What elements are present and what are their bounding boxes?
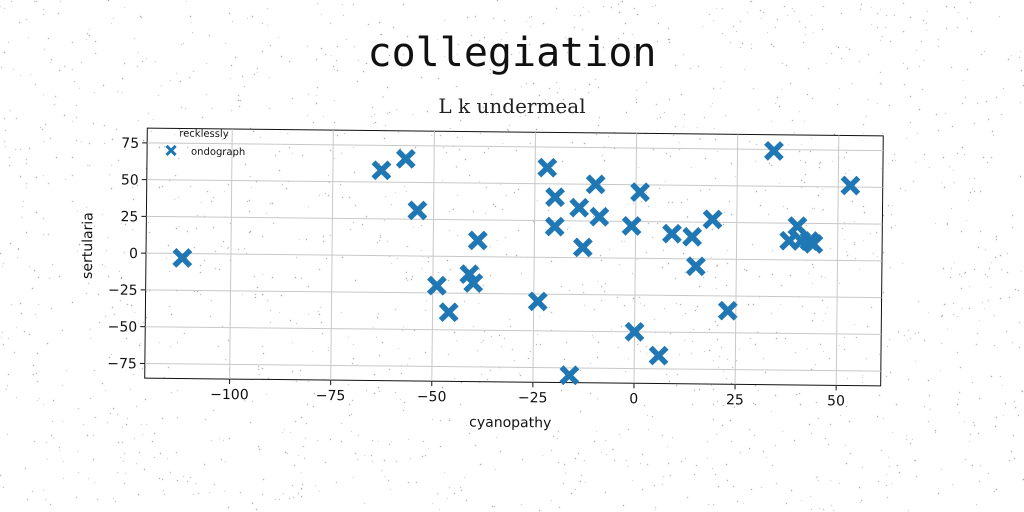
y-tick-label: 0	[129, 246, 138, 262]
data-point	[787, 216, 808, 237]
y-tick-label: −75	[107, 356, 137, 372]
chart-subtitle: L k undermeal	[438, 94, 586, 118]
y-tick-label: 50	[121, 172, 139, 188]
legend-marker-icon	[165, 144, 177, 157]
data-point	[467, 230, 488, 251]
y-tick-label: 25	[120, 209, 138, 225]
data-point	[537, 157, 558, 178]
data-point	[630, 182, 650, 203]
y-axis-label: sertularia	[80, 212, 97, 279]
data-point	[527, 291, 548, 312]
data-point	[624, 321, 645, 342]
y-grid-line	[145, 326, 882, 335]
data-point	[172, 248, 193, 268]
data-point	[572, 237, 593, 258]
y-tick-label: −50	[108, 319, 138, 335]
data-points	[172, 140, 861, 386]
y-axis-ticks: 75 50 25 0 −25 −50 −75	[107, 136, 148, 372]
data-point	[407, 200, 428, 221]
x-tick-label: −100	[210, 387, 249, 403]
legend-title: recklessly	[179, 129, 229, 141]
data-point	[662, 223, 682, 244]
legend-entry-label: ondograph	[191, 147, 245, 159]
x-tick-label: −25	[518, 390, 548, 406]
data-point	[559, 365, 580, 386]
data-point	[763, 140, 784, 161]
data-point	[426, 275, 447, 296]
data-point	[395, 148, 416, 169]
data-point	[544, 216, 565, 237]
y-tick-label: −25	[108, 283, 138, 299]
data-point	[463, 273, 484, 294]
data-point	[589, 206, 610, 227]
y-grid-line	[147, 142, 884, 152]
data-point	[682, 226, 703, 247]
y-grid-line	[146, 252, 882, 262]
chart-title: collegiation	[367, 30, 657, 76]
y-grid-line	[144, 362, 881, 372]
x-axis-ticks: −100 −75 −50 −25 0 25 50	[210, 379, 845, 409]
data-point	[585, 174, 606, 195]
grid	[144, 129, 884, 386]
data-point	[779, 230, 800, 251]
y-grid-line	[146, 179, 883, 188]
x-tick-label: 50	[827, 393, 845, 409]
data-point	[685, 256, 706, 277]
data-point	[545, 187, 566, 208]
y-tick-label: 75	[121, 136, 139, 152]
data-point	[717, 300, 738, 321]
data-point	[803, 234, 824, 254]
legend-x-mark	[165, 144, 177, 157]
x-tick-label: −75	[316, 388, 346, 404]
data-point	[621, 215, 642, 236]
data-point	[569, 197, 590, 218]
x-tick-label: −50	[417, 389, 447, 405]
legend: recklessly ondograph	[165, 129, 245, 159]
y-grid-line	[145, 289, 882, 299]
data-point	[702, 209, 723, 230]
x-axis-label: cyanopathy	[469, 415, 551, 432]
data-point	[840, 175, 861, 196]
y-grid-line	[146, 215, 883, 225]
x-tick-label: 0	[629, 391, 638, 407]
x-tick-label: 25	[726, 392, 744, 408]
data-point	[648, 345, 669, 366]
data-point	[438, 302, 459, 323]
data-point	[371, 160, 392, 181]
